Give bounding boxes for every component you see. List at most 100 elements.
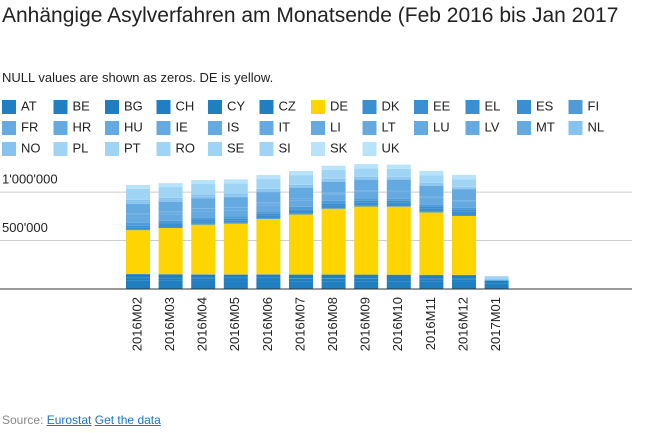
bar	[223, 179, 248, 184]
bar	[321, 205, 346, 208]
bar	[419, 275, 444, 279]
bar	[256, 190, 281, 192]
legend-label: SE	[227, 140, 245, 155]
bar	[256, 192, 281, 203]
chart-subtitle: NULL values are shown as zeros. DE is ye…	[2, 70, 274, 85]
bar	[321, 274, 346, 279]
bar	[126, 280, 150, 289]
legend-swatch	[568, 121, 583, 135]
bar	[223, 274, 248, 278]
bar	[289, 175, 313, 185]
legend-label: CY	[227, 98, 245, 113]
bar	[223, 222, 248, 224]
legend-label: ES	[536, 98, 554, 113]
legend-label: EE	[433, 98, 451, 113]
bar	[191, 223, 216, 225]
bar	[354, 178, 379, 180]
legend-swatch	[2, 121, 16, 135]
bar	[419, 175, 444, 183]
bar	[452, 216, 476, 275]
x-tick-label: 2016M06	[260, 297, 275, 351]
legend-swatch	[517, 121, 531, 135]
bar	[321, 169, 346, 179]
bar	[354, 164, 379, 169]
legend-swatch	[259, 142, 274, 156]
bar	[223, 216, 248, 219]
source: Source: Eurostat Get the data	[2, 413, 161, 427]
bar	[191, 277, 216, 279]
source-link[interactable]: Eurostat	[46, 413, 92, 427]
bar	[419, 206, 444, 209]
bar	[191, 208, 216, 212]
bar	[321, 193, 346, 195]
bar	[223, 278, 248, 282]
bar	[256, 179, 281, 189]
bar	[484, 283, 509, 289]
bar	[452, 174, 476, 180]
bar	[126, 229, 150, 231]
legend-label: HR	[73, 119, 92, 134]
bar	[321, 194, 346, 201]
legend-swatch	[156, 121, 171, 135]
bar	[126, 277, 150, 279]
bar	[452, 279, 476, 282]
legend-label: LT	[382, 119, 396, 134]
x-tick-label: 2016M03	[162, 297, 177, 351]
bar	[289, 171, 313, 176]
bar	[484, 280, 509, 284]
bar	[191, 184, 216, 195]
bar	[419, 279, 444, 282]
x-tick-label: 2016M04	[195, 297, 210, 351]
bar	[191, 280, 216, 289]
bar	[223, 197, 248, 208]
bar	[256, 278, 281, 282]
bar	[386, 178, 411, 180]
bar	[419, 281, 444, 289]
legend-swatch	[208, 121, 222, 135]
bar	[321, 178, 346, 181]
bar	[191, 221, 216, 224]
legend-label: LU	[433, 119, 450, 134]
bar	[126, 227, 150, 230]
legend-label: BE	[73, 98, 91, 113]
bar	[386, 192, 411, 199]
bar	[126, 222, 150, 226]
bar	[158, 277, 183, 279]
legend-swatch	[414, 100, 428, 114]
bar	[158, 227, 183, 229]
data-link[interactable]: Get the data	[94, 413, 161, 427]
legend-swatch	[362, 100, 377, 114]
bar	[256, 215, 281, 219]
bar	[289, 214, 313, 275]
legend-label: SI	[279, 140, 291, 155]
bar	[354, 281, 379, 289]
bar	[321, 281, 346, 289]
bar	[321, 207, 346, 209]
bar	[452, 281, 476, 289]
bar	[126, 199, 150, 202]
legend-swatch	[517, 100, 531, 114]
bar	[126, 188, 150, 200]
bar	[452, 215, 476, 217]
bar	[452, 207, 476, 210]
bar	[321, 181, 346, 193]
legend-label: IS	[227, 119, 240, 134]
bar	[158, 183, 183, 187]
bar	[386, 164, 411, 169]
bar	[256, 277, 281, 279]
bar	[158, 199, 183, 202]
bar	[191, 217, 216, 220]
bar	[484, 279, 509, 281]
legend-swatch	[259, 100, 274, 114]
bar	[354, 206, 379, 275]
legend-label: EL	[485, 98, 501, 113]
legend-label: CH	[176, 98, 195, 113]
bar	[452, 189, 476, 201]
chart: AT BE BG CH CY CZ DE DK EE EL ES FI FR HR HU IE IS IT LI LT…	[0, 98, 632, 351]
legend-label: FR	[21, 119, 38, 134]
bar	[321, 208, 346, 275]
legend-label: DE	[330, 98, 348, 113]
x-tick-label: 2016M11	[423, 297, 438, 350]
bar	[419, 212, 444, 275]
legend-swatch	[105, 142, 119, 156]
